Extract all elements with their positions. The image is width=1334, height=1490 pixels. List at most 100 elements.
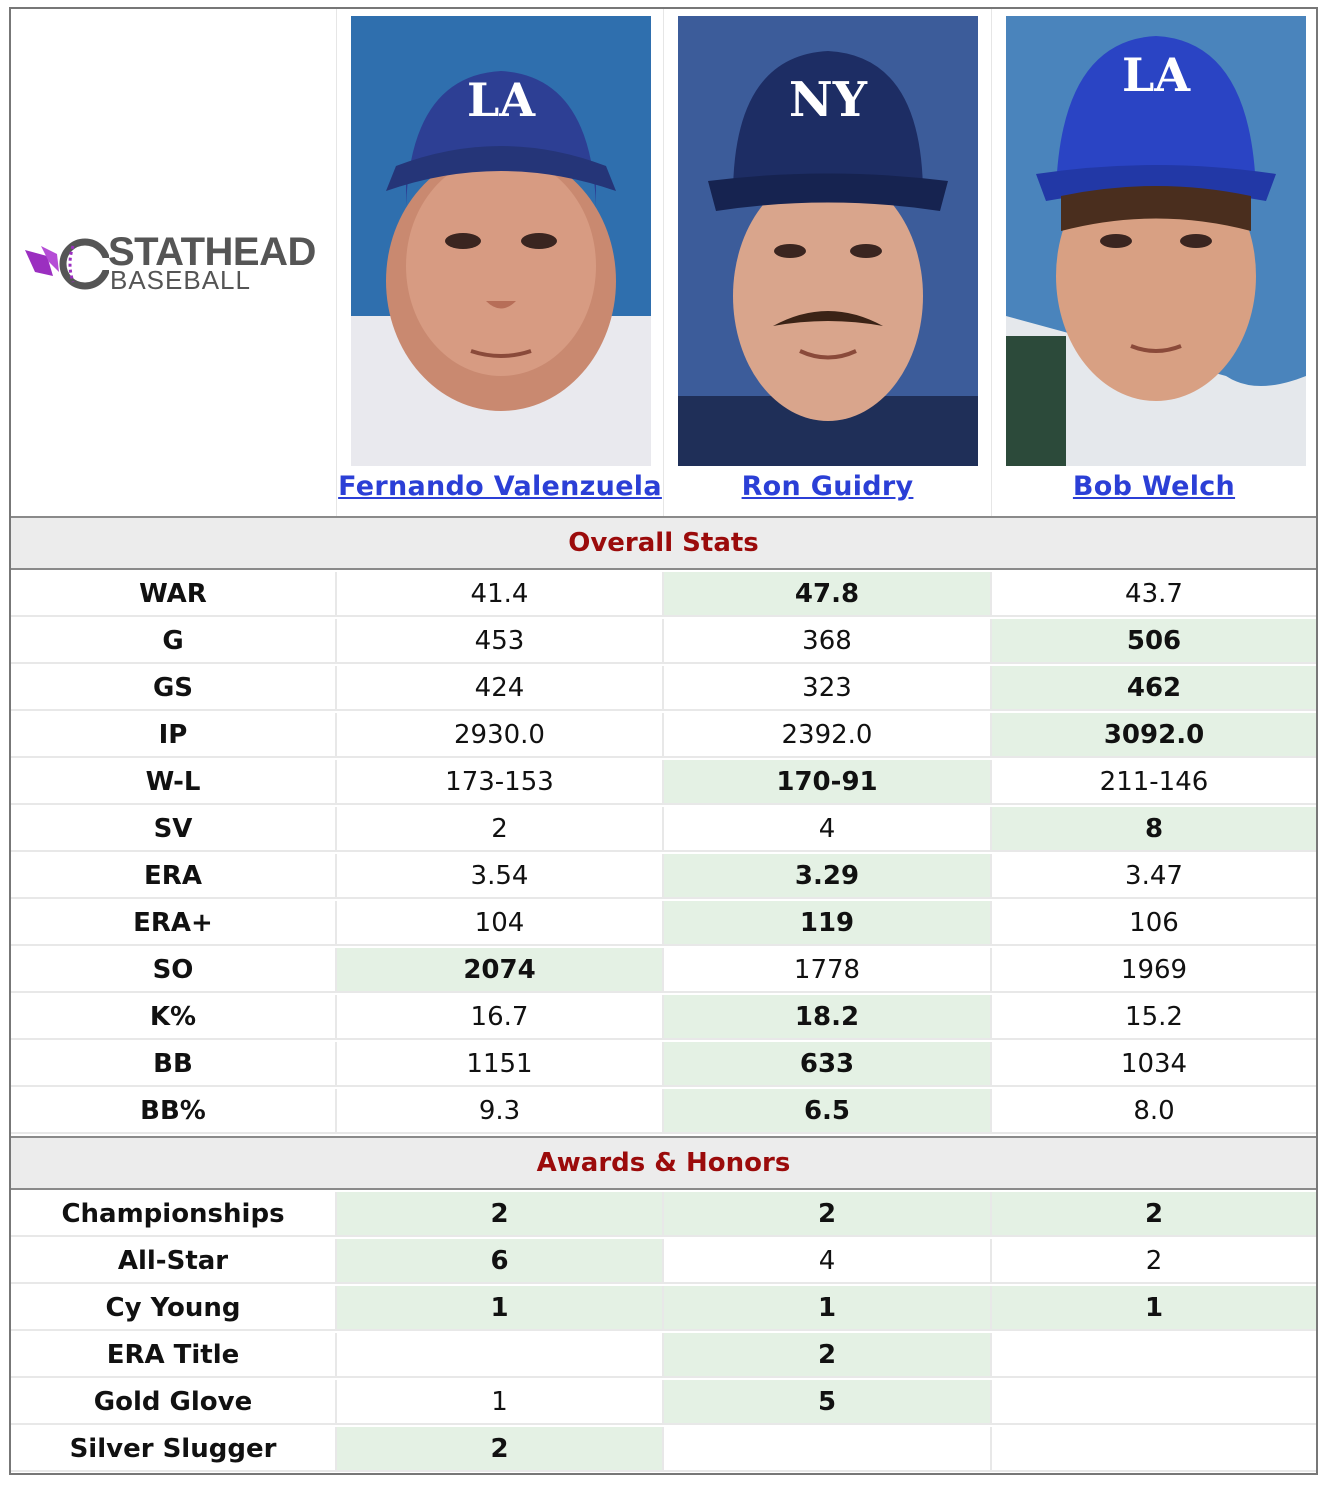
stat-cell-player-2: 1778 (664, 948, 992, 993)
stat-cell-player-2: 18.2 (664, 995, 992, 1040)
row-label: W-L (11, 760, 337, 805)
table-row: W-L 173-153 170-91 211-146 (11, 760, 1316, 807)
table-row: Silver Slugger 2 (11, 1427, 1316, 1473)
row-label: Cy Young (11, 1286, 337, 1331)
stat-cell-player-1: 41.4 (337, 572, 664, 617)
table-row: BB% 9.3 6.5 8.0 (11, 1089, 1316, 1136)
stat-cell-player-3: 211-146 (992, 760, 1316, 805)
table-row: Championships 2 2 2 (11, 1192, 1316, 1239)
row-label: ERA (11, 854, 337, 899)
table-row: ERA 3.54 3.29 3.47 (11, 854, 1316, 901)
row-label: SO (11, 948, 337, 993)
stat-cell-player-1: 3.54 (337, 854, 664, 899)
cap-logo-text: LA (1122, 48, 1191, 102)
row-label: IP (11, 713, 337, 758)
stat-cell-player-1: 2 (337, 1192, 664, 1237)
section-header-overall: Overall Stats (11, 516, 1316, 570)
stat-cell-player-2: 2 (664, 1192, 992, 1237)
logo-column: STATHEAD BASEBALL (11, 9, 337, 516)
stat-cell-player-2: 1 (664, 1286, 992, 1331)
stat-cell-player-2 (664, 1427, 992, 1472)
stat-cell-player-3: 506 (992, 619, 1316, 664)
stat-cell-player-2: 2 (664, 1333, 992, 1378)
row-label: G (11, 619, 337, 664)
table-row: SO 2074 1778 1969 (11, 948, 1316, 995)
table-row: ERA+ 104 119 106 (11, 901, 1316, 948)
stathead-logo[interactable]: STATHEAD BASEBALL (23, 232, 328, 294)
logo-wordmark: STATHEAD (108, 230, 316, 274)
cap-logo-text: LA (467, 73, 536, 127)
stat-cell-player-2: 4 (664, 1239, 992, 1284)
row-label: ERA Title (11, 1333, 337, 1378)
cap-logo-text: NY (789, 72, 868, 128)
stat-cell-player-3: 106 (992, 901, 1316, 946)
player-column-3: LA Bob Welch (992, 9, 1316, 516)
row-label: SV (11, 807, 337, 852)
stat-cell-player-3: 1 (992, 1286, 1316, 1331)
stat-cell-player-2: 633 (664, 1042, 992, 1087)
stat-cell-player-3: 2 (992, 1192, 1316, 1237)
stat-cell-player-3: 3.47 (992, 854, 1316, 899)
player-header: STATHEAD BASEBALL LA (11, 9, 1316, 516)
table-row: ERA Title 2 (11, 1333, 1316, 1380)
comparison-table: STATHEAD BASEBALL LA (9, 7, 1318, 1475)
stat-cell-player-3: 1034 (992, 1042, 1316, 1087)
stat-cell-player-2: 119 (664, 901, 992, 946)
stat-cell-player-1: 2 (337, 1427, 664, 1472)
player-name-link-2[interactable]: Ron Guidry (741, 471, 914, 502)
player-photo-2: NY (678, 16, 978, 466)
player-name-link-3[interactable]: Bob Welch (1072, 471, 1236, 502)
row-label: BB (11, 1042, 337, 1087)
stat-cell-player-3: 3092.0 (992, 713, 1316, 758)
stat-cell-player-1: 173-153 (337, 760, 664, 805)
table-row: G 453 368 506 (11, 619, 1316, 666)
stat-cell-player-3: 8.0 (992, 1089, 1316, 1134)
row-label: WAR (11, 572, 337, 617)
stat-cell-player-1: 453 (337, 619, 664, 664)
section-header-awards: Awards & Honors (11, 1136, 1316, 1190)
row-label: ERA+ (11, 901, 337, 946)
logo-subtitle: BASEBALL (110, 265, 251, 295)
table-row: All-Star 6 4 2 (11, 1239, 1316, 1286)
stat-cell-player-2: 47.8 (664, 572, 992, 617)
player-name-link-1[interactable]: Fernando Valenzuela (338, 471, 662, 502)
player-photo-1: LA (351, 16, 651, 466)
table-row: BB 1151 633 1034 (11, 1042, 1316, 1089)
stat-cell-player-1: 104 (337, 901, 664, 946)
stat-cell-player-1: 2074 (337, 948, 664, 993)
stat-cell-player-1: 2930.0 (337, 713, 664, 758)
stat-cell-player-3: 2 (992, 1239, 1316, 1284)
stat-cell-player-1: 9.3 (337, 1089, 664, 1134)
stat-cell-player-2: 4 (664, 807, 992, 852)
row-label: All-Star (11, 1239, 337, 1284)
stat-cell-player-3 (992, 1380, 1316, 1425)
table-row: SV 2 4 8 (11, 807, 1316, 854)
row-label: GS (11, 666, 337, 711)
stat-cell-player-1: 1151 (337, 1042, 664, 1087)
table-row: K% 16.7 18.2 15.2 (11, 995, 1316, 1042)
stat-cell-player-2: 3.29 (664, 854, 992, 899)
table-row: IP 2930.0 2392.0 3092.0 (11, 713, 1316, 760)
stat-cell-player-2: 5 (664, 1380, 992, 1425)
row-label: K% (11, 995, 337, 1040)
stat-cell-player-1: 1 (337, 1286, 664, 1331)
stat-cell-player-3: 462 (992, 666, 1316, 711)
row-label: Championships (11, 1192, 337, 1237)
row-label: Gold Glove (11, 1380, 337, 1425)
stat-cell-player-2: 2392.0 (664, 713, 992, 758)
player-photo-3: LA (1006, 16, 1306, 466)
baseball-logo-icon (25, 238, 111, 290)
stat-cell-player-3: 15.2 (992, 995, 1316, 1040)
stat-cell-player-1 (337, 1333, 664, 1378)
player-column-1: LA Fernando Valenzuela (337, 9, 664, 516)
stat-cell-player-3 (992, 1427, 1316, 1472)
stat-cell-player-3: 1969 (992, 948, 1316, 993)
stat-cell-player-2: 6.5 (664, 1089, 992, 1134)
stat-cell-player-1: 1 (337, 1380, 664, 1425)
player-column-2: NY Ron Guidry (664, 9, 992, 516)
stat-cell-player-2: 170-91 (664, 760, 992, 805)
row-label: BB% (11, 1089, 337, 1134)
stat-cell-player-3 (992, 1333, 1316, 1378)
stat-cell-player-3: 43.7 (992, 572, 1316, 617)
table-row: Gold Glove 1 5 (11, 1380, 1316, 1427)
